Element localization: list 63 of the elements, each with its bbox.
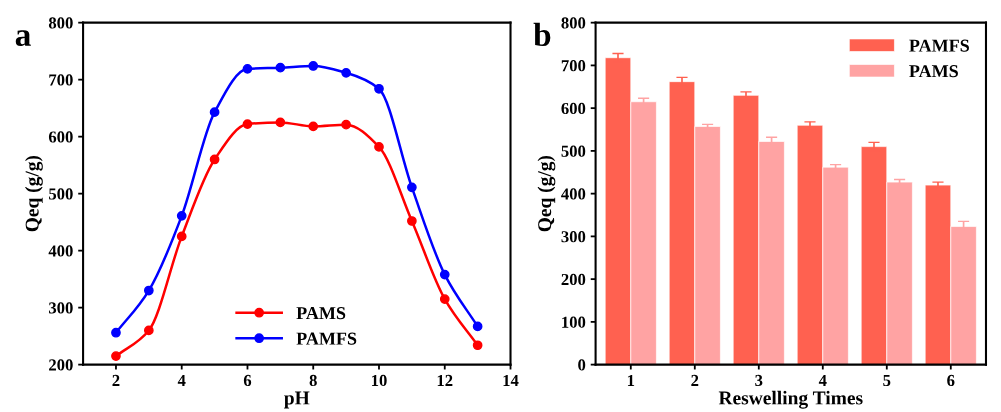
x-tick-label: 6	[243, 374, 252, 387]
point	[374, 83, 384, 94]
x-tick-label: 5	[883, 374, 891, 387]
point	[111, 327, 121, 338]
y-tick-label: 500	[561, 145, 586, 157]
point	[407, 216, 417, 226]
point	[374, 142, 384, 152]
y-tick-label: 600	[48, 131, 73, 143]
x-tick-label: 2	[112, 374, 120, 386]
x-tick-label: 8	[309, 374, 317, 387]
point	[341, 67, 351, 78]
y-axis-title: Qeq (g/g)	[25, 155, 43, 232]
point	[176, 211, 187, 221]
x-tick-label: 1	[627, 374, 635, 386]
point	[111, 351, 121, 361]
x-tick-label: 10	[372, 374, 387, 387]
point	[143, 285, 154, 296]
y-tick-label: 300	[561, 231, 586, 243]
x-tick-label: 2	[691, 374, 699, 386]
point	[439, 294, 450, 304]
x-tick-label: 3	[755, 374, 763, 387]
chart-title: b	[533, 22, 551, 47]
point	[209, 154, 220, 165]
point	[439, 269, 450, 280]
y-tick-label: 400	[561, 188, 586, 200]
chart-title: a	[15, 30, 31, 47]
legend-label: PAMFS	[296, 332, 357, 345]
point	[176, 231, 187, 242]
x-tick-label: 12	[437, 374, 453, 386]
y-tick-label: 500	[49, 188, 73, 200]
point	[242, 119, 253, 129]
legend-label: PAMFS	[909, 39, 969, 52]
point	[143, 325, 154, 336]
x-tick-label: 4	[177, 374, 186, 386]
y-tick-label: 700	[49, 74, 73, 86]
y-tick-label: 800	[561, 17, 586, 29]
x-tick-label: 4	[818, 374, 827, 386]
y-tick-label: 100	[562, 316, 586, 328]
point	[209, 107, 220, 118]
x-axis-title: pH	[284, 391, 310, 409]
x-tick-label: 14	[503, 374, 519, 386]
y-tick-label: 600	[561, 102, 586, 115]
point	[472, 340, 483, 351]
point	[407, 182, 417, 193]
point	[275, 62, 286, 73]
y-tick-label: 200	[49, 359, 73, 371]
point	[308, 121, 319, 132]
legend-label: PAMS	[296, 307, 346, 320]
y-tick-label: 0	[578, 359, 586, 371]
point	[275, 117, 286, 128]
y-tick-label: 200	[561, 273, 586, 286]
y-tick-label: 400	[48, 245, 73, 257]
point	[242, 63, 253, 74]
y-axis-title: Qeq (g/g)	[537, 155, 556, 232]
y-tick-label: 800	[48, 17, 73, 29]
x-tick-label: 6	[947, 374, 955, 387]
point	[308, 61, 319, 71]
point	[341, 119, 351, 130]
y-tick-label: 300	[48, 302, 73, 314]
y-tick-label: 700	[561, 60, 586, 72]
x-axis-title: Reswelling Times	[718, 390, 863, 409]
legend-label: PAMS	[909, 65, 958, 78]
point	[472, 321, 483, 332]
